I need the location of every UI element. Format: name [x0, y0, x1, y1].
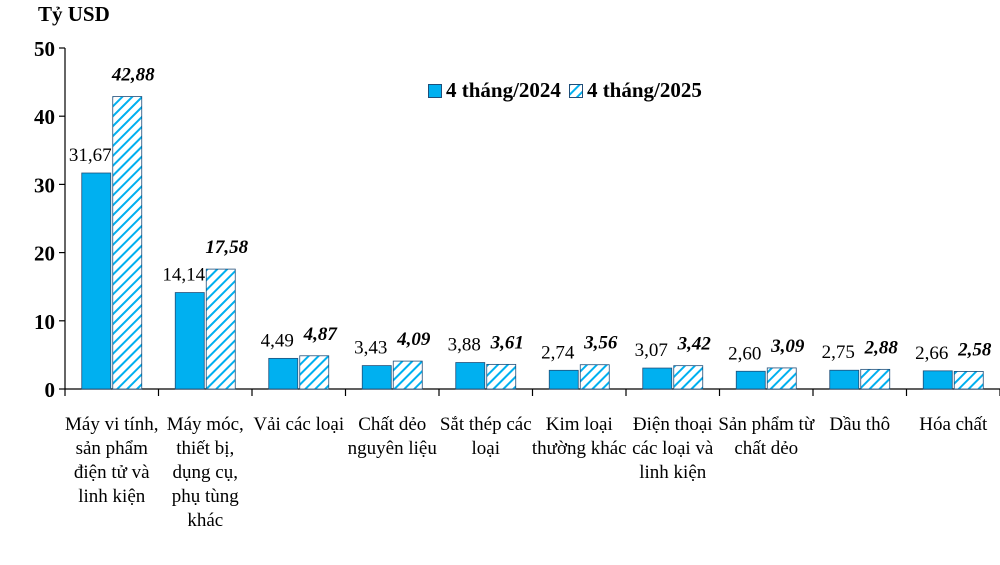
- y-axis-title: Tỷ USD: [38, 2, 110, 26]
- bar-2025: [860, 368, 891, 390]
- data-label-2024: 2,74: [541, 342, 575, 363]
- data-label-2024: 3,88: [448, 335, 481, 356]
- data-label-2025: 2,58: [957, 339, 992, 360]
- legend-label-2025: 4 tháng/2025: [586, 78, 702, 102]
- bar-2024: [268, 357, 299, 390]
- data-label-2024: 14,14: [162, 265, 205, 286]
- data-label-2025: 2,88: [864, 337, 899, 358]
- category-label: Kim loại thường khác: [531, 414, 627, 459]
- bar-2024: [642, 367, 673, 390]
- data-label-2025: 3,09: [770, 336, 805, 357]
- bar-2025: [112, 96, 143, 390]
- y-tick-label: 40: [34, 105, 55, 129]
- bar-2024: [455, 362, 486, 390]
- category-label: Vải các loại: [253, 414, 345, 435]
- bars: [81, 96, 984, 390]
- bar-2025: [766, 367, 797, 390]
- legend-swatch-2025: [568, 83, 583, 98]
- data-label-2024: 3,43: [354, 338, 387, 359]
- data-label-2024: 31,67: [69, 145, 112, 166]
- bar-2025: [299, 355, 330, 390]
- bar-2024: [81, 172, 112, 390]
- legend-item-2024: 4 tháng/2024: [428, 78, 561, 103]
- bar-2025: [953, 371, 984, 390]
- data-label-2024: 2,60: [728, 343, 761, 364]
- bar-2024: [829, 369, 860, 390]
- data-label-2025: 4,09: [396, 329, 431, 350]
- legend-label-2024: 4 tháng/2024: [446, 78, 561, 102]
- bar-2025: [579, 364, 610, 390]
- y-tick-label: 50: [34, 37, 55, 61]
- y-tick-label: 10: [34, 310, 55, 334]
- data-label-2025: 3,61: [490, 332, 524, 353]
- data-label-2025: 17,58: [205, 237, 248, 258]
- data-label-2025: 4,87: [303, 324, 339, 345]
- legend: 4 tháng/2024 4 tháng/2025: [428, 78, 710, 103]
- legend-swatch-2024: [428, 83, 442, 98]
- legend-item-2025: 4 tháng/2025: [568, 78, 702, 103]
- data-label-2024: 3,07: [635, 340, 668, 361]
- bar-2024: [174, 292, 205, 390]
- y-tick-label: 30: [34, 173, 55, 197]
- category-label: Chất dẻo nguyên liệu: [347, 414, 437, 459]
- bar-2025: [392, 360, 423, 390]
- data-label-2025: 3,56: [583, 333, 618, 354]
- bar-2024: [735, 370, 766, 390]
- category-label: Hóa chất: [919, 414, 988, 435]
- data-label-2024: 4,49: [261, 330, 294, 351]
- bar-2025: [205, 268, 236, 390]
- category-label: Máy vi tính, sản phẩm điện tử và linh ki…: [65, 414, 159, 507]
- y-tick-label: 0: [45, 378, 56, 402]
- data-label-2024: 2,66: [915, 343, 948, 364]
- category-label: Máy móc, thiết bị, dụng cụ, phụ tùng khá…: [166, 414, 244, 531]
- category-label: Sản phẩm từ chất dẻo: [718, 414, 815, 459]
- bar-2025: [673, 365, 704, 390]
- data-label-2024: 2,75: [822, 342, 855, 363]
- data-label-2025: 3,42: [677, 334, 712, 355]
- category-label: Sắt thép các loại: [439, 414, 532, 459]
- data-label-2025: 42,88: [111, 65, 155, 86]
- category-label: Điện thoại các loại và linh kiện: [632, 414, 714, 483]
- bar-2025: [486, 363, 517, 390]
- bar-2024: [361, 365, 392, 390]
- y-tick-label: 20: [34, 242, 55, 266]
- bar-2024: [922, 370, 953, 390]
- category-label: Dầu thô: [829, 414, 891, 435]
- bar-2024: [548, 369, 579, 390]
